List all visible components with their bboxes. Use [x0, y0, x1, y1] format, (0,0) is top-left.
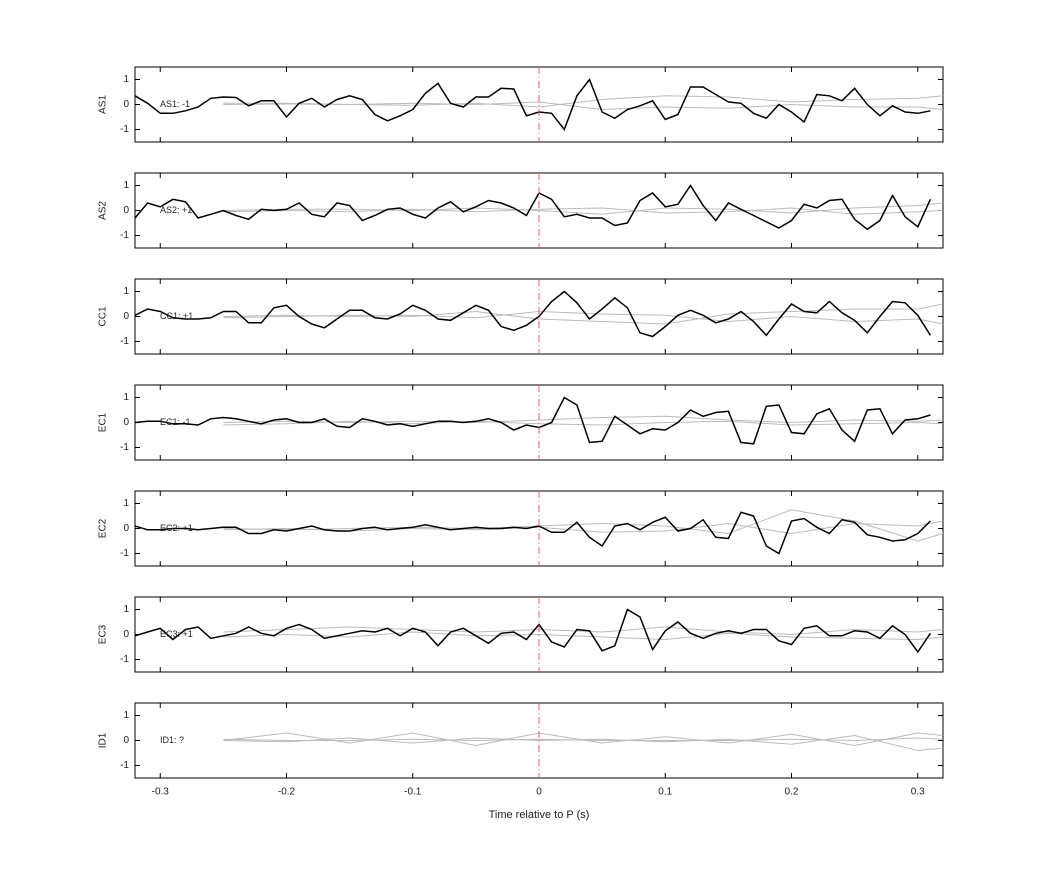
y-tick-label: 0 [123, 417, 129, 428]
trace [223, 101, 944, 111]
y-tick-label: 1 [123, 604, 129, 615]
y-tick-label: 0 [123, 205, 129, 216]
y-tick-label: 1 [123, 286, 129, 297]
y-tick-label: 0 [123, 311, 129, 322]
y-tick-label: 0 [123, 523, 129, 534]
trace [134, 184, 932, 231]
y-tick-label: 0 [123, 99, 129, 110]
trace [223, 202, 944, 215]
channel-annotation: EC2: +1 [160, 523, 193, 533]
trace [223, 415, 944, 424]
channel-annotation: CC1: +1 [160, 311, 193, 321]
y-tick-label: -1 [120, 548, 129, 559]
trace [223, 626, 944, 636]
y-tick-label: 1 [123, 710, 129, 721]
x-tick-label: 0 [536, 787, 542, 798]
x-tick-label: -0.2 [278, 787, 296, 798]
trace [134, 290, 932, 338]
y-tick-label: -1 [120, 230, 129, 241]
channel-annotation: ID1: ? [160, 735, 184, 745]
channel-annotation: AS1: -1 [160, 99, 190, 109]
x-tick-label: 0.3 [911, 787, 925, 798]
x-tick-label: 0.2 [785, 787, 799, 798]
x-tick-label: -0.3 [152, 787, 170, 798]
y-axis-label: AS2 [98, 201, 109, 220]
y-axis-label: ID1 [98, 732, 109, 748]
channel-annotation: AS2: +1 [160, 205, 192, 215]
trace [223, 631, 944, 641]
trace [223, 734, 944, 752]
trace [223, 310, 944, 325]
trace [223, 303, 944, 325]
x-tick-label: -0.1 [404, 787, 422, 798]
y-tick-label: 0 [123, 629, 129, 640]
y-tick-label: 1 [123, 180, 129, 191]
trace [134, 608, 932, 654]
y-axis-label: EC2 [98, 518, 109, 538]
trace [134, 511, 931, 555]
y-axis-label: CC1 [98, 306, 109, 326]
trace [223, 737, 944, 742]
y-axis-label: EC3 [98, 624, 109, 644]
y-axis-label: EC1 [98, 412, 109, 432]
y-tick-label: -1 [120, 124, 129, 135]
y-axis-label: AS1 [98, 95, 109, 114]
y-tick-label: -1 [120, 336, 129, 347]
y-tick-label: 0 [123, 735, 129, 746]
trace [134, 77, 931, 132]
channel-annotation: EC3: +1 [160, 629, 193, 639]
channel-annotation: EC1: -1 [160, 417, 191, 427]
y-tick-label: -1 [120, 442, 129, 453]
trace [223, 420, 944, 426]
y-tick-label: -1 [120, 760, 129, 771]
trace [223, 732, 944, 747]
y-tick-label: 1 [123, 498, 129, 509]
y-tick-label: 1 [123, 74, 129, 85]
trace [223, 509, 944, 542]
trace [134, 396, 931, 445]
trace [223, 207, 944, 215]
y-tick-label: -1 [120, 654, 129, 665]
y-tick-label: 1 [123, 392, 129, 403]
x-tick-label: 0.1 [658, 787, 672, 798]
x-axis-label: Time relative to P (s) [489, 809, 590, 821]
